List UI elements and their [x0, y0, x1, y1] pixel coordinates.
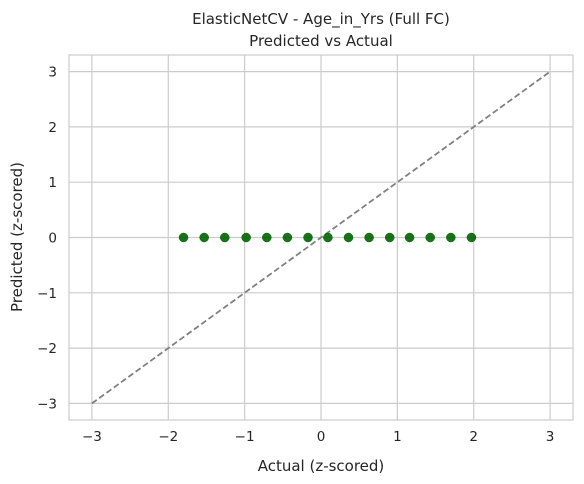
- y-tick-label: 1: [48, 175, 57, 191]
- scatter-point: [384, 232, 395, 243]
- identity-reference-line: [91, 70, 551, 405]
- plot-frame: [68, 54, 574, 421]
- x-tick-label: 1: [393, 429, 402, 445]
- y-tick-label: −2: [37, 341, 57, 357]
- scatter-point: [282, 232, 293, 243]
- x-tick-label: −1: [235, 429, 255, 445]
- x-tick-label: −3: [82, 429, 102, 445]
- scatter-point: [220, 232, 230, 243]
- y-tick-label: 2: [48, 120, 57, 136]
- y-tick-label: 0: [48, 231, 57, 247]
- scatter-point: [303, 232, 313, 243]
- x-tick-label: −2: [158, 429, 178, 445]
- scatter-point: [241, 232, 251, 243]
- plot-area: −3 −2 −1 0 1 2 3 −3 −2 −1 0 1 2 3: [37, 54, 574, 445]
- scatter-point: [178, 232, 189, 243]
- scatter-point: [364, 232, 374, 243]
- scatter-point: [343, 232, 354, 243]
- y-tick-label: 3: [48, 65, 57, 81]
- y-tick-label: −1: [37, 286, 57, 302]
- x-tick-label: 0: [317, 429, 326, 445]
- y-axis-label: Predicted (z-scored): [8, 162, 26, 312]
- scatter-point: [262, 232, 272, 243]
- scatter-point: [323, 232, 333, 243]
- x-tick-label: 3: [546, 429, 555, 445]
- chart-subtitle: Predicted vs Actual: [249, 32, 393, 50]
- scatter-point: [466, 232, 477, 243]
- y-tick-label: −3: [37, 396, 57, 412]
- scatter-point: [446, 232, 456, 243]
- scatter-point: [199, 232, 209, 243]
- scatter-point: [404, 232, 415, 243]
- x-tick-label: 2: [469, 429, 478, 445]
- scatter-point: [425, 232, 435, 243]
- chart-title: ElasticNetCV - Age_in_Yrs (Full FC): [192, 10, 450, 29]
- x-axis-label: Actual (z-scored): [258, 457, 385, 475]
